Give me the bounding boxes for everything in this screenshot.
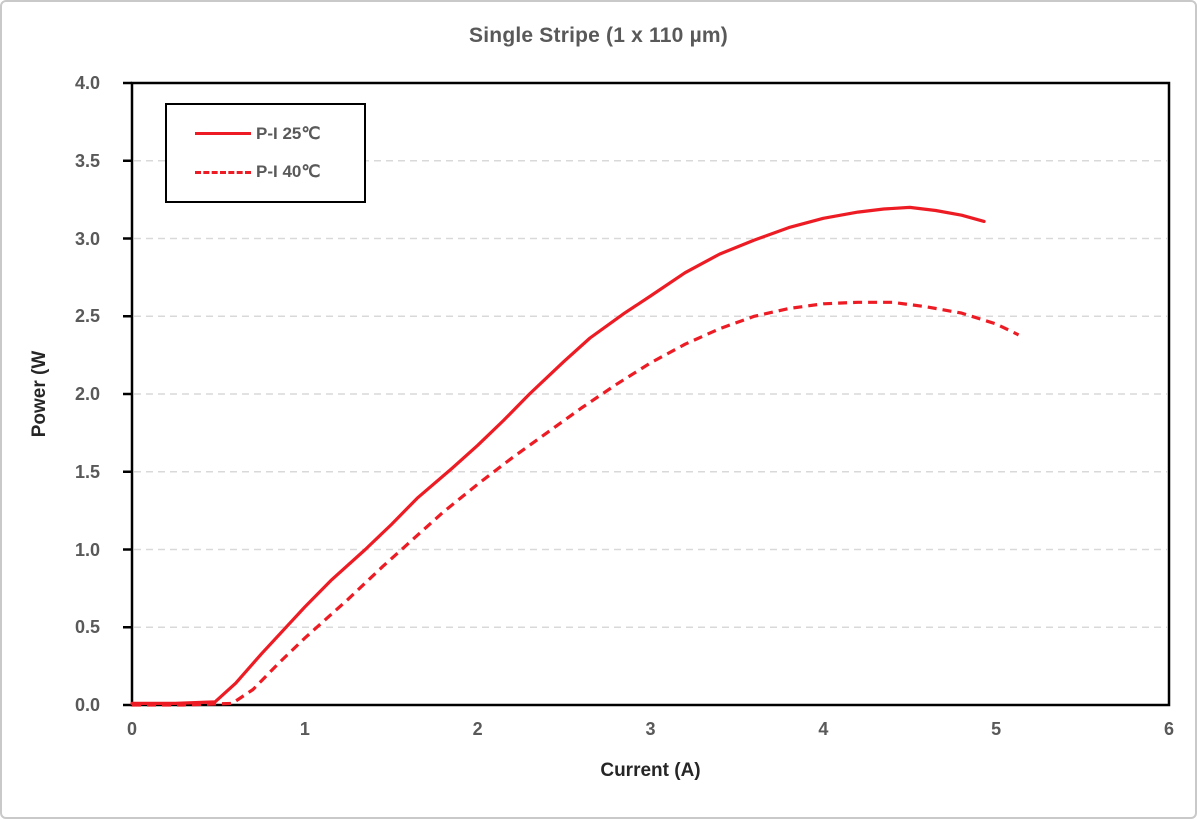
- y-tick-label: 1.0: [74, 539, 100, 560]
- y-tick-label: 1.5: [74, 461, 100, 482]
- legend-item-40c: P-I 40℃: [195, 162, 364, 182]
- x-tick-label: 1: [299, 719, 310, 739]
- legend-label-25c: P-I 25℃: [256, 123, 321, 143]
- series-line-solid: [130, 205, 986, 706]
- y-axis-title: Power (W: [29, 350, 50, 438]
- y-tick-label: 4.0: [74, 73, 100, 93]
- legend-label-40c: P-I 40℃: [256, 162, 321, 182]
- y-tick-label: 2.0: [74, 384, 100, 404]
- legend-item-25c: P-I 25℃: [195, 124, 364, 144]
- x-tick-label: 2: [472, 719, 483, 739]
- x-axis-title: Current (A): [600, 760, 701, 781]
- y-tick-label: 3.5: [74, 150, 100, 171]
- chart-title: Single Stripe (1 x 110 µm): [469, 24, 728, 47]
- x-tick-label: 3: [645, 719, 656, 739]
- plot-border: [130, 81, 1171, 707]
- x-tick-label: 4: [818, 719, 829, 739]
- y-tick-label: 3.0: [74, 228, 100, 249]
- x-tick-label: 0: [126, 719, 137, 739]
- dashed-line-swatch-icon: [195, 170, 251, 174]
- y-tick-label: 0.5: [74, 617, 100, 638]
- y-tick-label: 2.5: [74, 306, 100, 327]
- x-tick-label: 5: [991, 719, 1002, 739]
- y-tick-label: 0.0: [74, 695, 100, 715]
- solid-line-swatch-icon: [195, 132, 251, 136]
- x-tick-label: 6: [1163, 719, 1174, 739]
- legend: P-I 25℃ P-I 40℃: [165, 103, 366, 203]
- series-line-dashed: [132, 300, 1020, 707]
